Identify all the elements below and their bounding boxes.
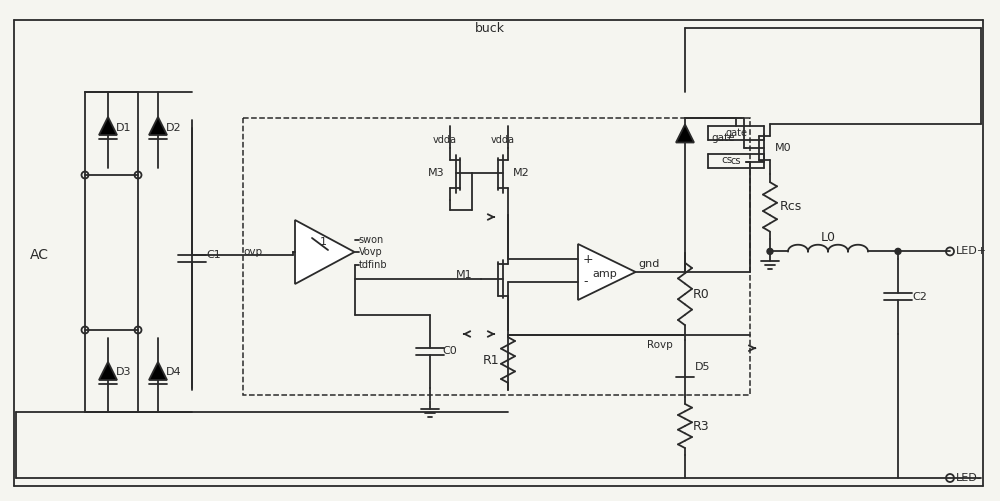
Text: gnd: gnd — [639, 259, 660, 269]
Text: cs: cs — [721, 155, 732, 165]
Text: AC: AC — [30, 248, 49, 262]
Text: C1: C1 — [206, 250, 221, 260]
Text: M1: M1 — [456, 270, 473, 280]
Circle shape — [895, 248, 901, 255]
Polygon shape — [149, 117, 167, 135]
Text: D3: D3 — [116, 367, 132, 377]
Text: Rcs: Rcs — [780, 200, 802, 213]
Text: C0: C0 — [442, 347, 457, 357]
Text: amp: amp — [593, 269, 617, 279]
Text: 1: 1 — [320, 237, 327, 247]
Text: D4: D4 — [166, 367, 182, 377]
Text: swon: swon — [358, 235, 384, 245]
Text: D5: D5 — [695, 363, 710, 373]
Text: C2: C2 — [912, 292, 927, 302]
Text: gate: gate — [711, 133, 734, 143]
Text: R1: R1 — [483, 354, 500, 367]
Text: L0: L0 — [820, 231, 836, 244]
Text: M3: M3 — [428, 168, 445, 178]
Text: -: - — [583, 276, 588, 288]
Text: M2: M2 — [513, 168, 530, 178]
Text: R3: R3 — [693, 419, 710, 432]
Text: Vovp: Vovp — [358, 247, 382, 257]
Polygon shape — [99, 117, 117, 135]
Text: D1: D1 — [116, 123, 132, 133]
Polygon shape — [676, 125, 694, 142]
Polygon shape — [295, 220, 354, 284]
Text: M0: M0 — [775, 143, 792, 153]
Text: D2: D2 — [166, 123, 182, 133]
Polygon shape — [99, 362, 117, 380]
Polygon shape — [149, 362, 167, 380]
Text: tdfinb: tdfinb — [358, 260, 387, 270]
Text: cs: cs — [731, 156, 741, 166]
Text: gate: gate — [725, 128, 747, 138]
Text: buck: buck — [475, 22, 505, 35]
Text: LED+: LED+ — [956, 246, 987, 257]
Text: vdda: vdda — [491, 135, 515, 145]
Text: +: + — [583, 253, 594, 266]
Text: R0: R0 — [693, 288, 710, 301]
Text: LED-: LED- — [956, 473, 982, 483]
Text: Rovp: Rovp — [647, 340, 673, 350]
Polygon shape — [578, 244, 636, 300]
Text: ovp: ovp — [244, 247, 263, 257]
Text: vdda: vdda — [433, 135, 457, 145]
Circle shape — [767, 248, 773, 255]
